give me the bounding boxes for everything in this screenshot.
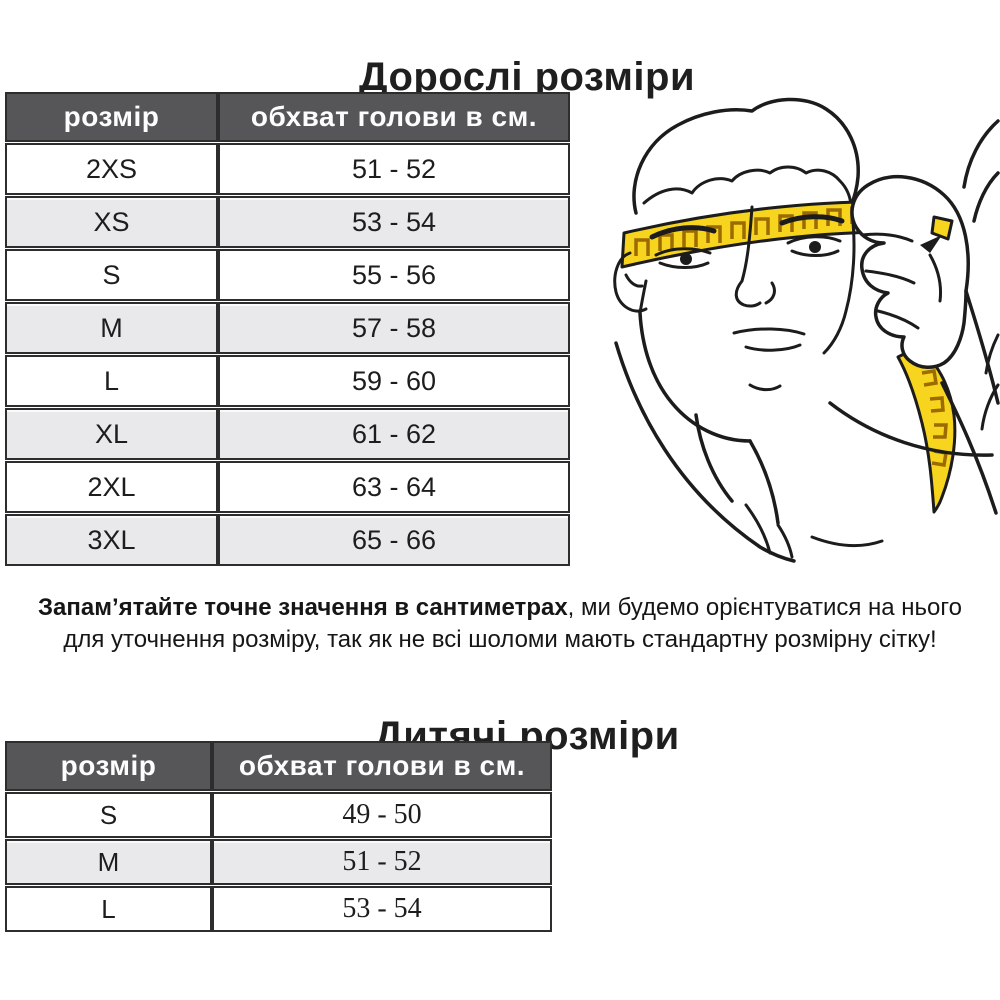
left-shoulder bbox=[614, 341, 796, 563]
chin-crease bbox=[748, 383, 782, 392]
tape-end-pinched bbox=[930, 215, 954, 241]
table-header-row: розмір обхват голови в см. bbox=[5, 92, 570, 142]
range-cell: 55 - 56 bbox=[218, 249, 570, 301]
armpit-fold bbox=[810, 535, 884, 548]
sideburn bbox=[638, 279, 648, 315]
size-cell: M bbox=[5, 839, 212, 885]
man-measuring-head-illustration bbox=[600, 85, 1000, 565]
right-temple-line bbox=[822, 211, 856, 355]
range-cell: 49 - 50 bbox=[212, 792, 552, 838]
header-size: розмір bbox=[5, 741, 212, 791]
size-cell: 2XS bbox=[5, 143, 218, 195]
table-row: S 49 - 50 bbox=[5, 792, 552, 838]
thumb-line bbox=[928, 253, 942, 303]
table-row: S 55 - 56 bbox=[5, 249, 570, 301]
note-bold: Запам’ятайте точне значення в сантиметра… bbox=[38, 594, 568, 621]
finger-lines bbox=[860, 232, 920, 330]
range-cell: 57 - 58 bbox=[218, 302, 570, 354]
thumb-shadow bbox=[920, 235, 942, 253]
table-row: 2XL 63 - 64 bbox=[5, 461, 570, 513]
sleeve-top bbox=[962, 119, 1000, 223]
size-cell: XL bbox=[5, 408, 218, 460]
size-cell: S bbox=[5, 792, 212, 838]
right-shoulder bbox=[828, 401, 994, 457]
size-cell: S bbox=[5, 249, 218, 301]
table-row: M 51 - 52 bbox=[5, 839, 552, 885]
range-cell: 65 - 66 bbox=[218, 514, 570, 566]
forearm-outer bbox=[964, 289, 1000, 405]
size-cell: M bbox=[5, 302, 218, 354]
hairline bbox=[642, 165, 853, 207]
header-circumference: обхват голови в см. bbox=[218, 92, 570, 142]
range-cell: 51 - 52 bbox=[212, 839, 552, 885]
table-row: 3XL 65 - 66 bbox=[5, 514, 570, 566]
nose bbox=[734, 205, 776, 308]
range-cell: 63 - 64 bbox=[218, 461, 570, 513]
table-row: M 57 - 58 bbox=[5, 302, 570, 354]
size-cell: 3XL bbox=[5, 514, 218, 566]
mouth bbox=[732, 327, 806, 352]
neck-front bbox=[748, 439, 780, 525]
range-cell: 53 - 54 bbox=[218, 196, 570, 248]
table-row: XS 53 - 54 bbox=[5, 196, 570, 248]
table-row: XL 61 - 62 bbox=[5, 408, 570, 460]
neck-left bbox=[694, 413, 734, 503]
size-cell: 2XL bbox=[5, 461, 218, 513]
right-eye bbox=[786, 235, 842, 257]
collar bbox=[744, 503, 794, 559]
head-measurement-drawing bbox=[613, 97, 1000, 563]
size-cell: L bbox=[5, 886, 212, 932]
forearm-inner bbox=[940, 381, 998, 515]
note-text: Запам’ятайте точне значення в сантиметра… bbox=[0, 592, 1000, 656]
adult-sizes-title: Дорослі розміри bbox=[358, 54, 696, 99]
jaw-outline bbox=[638, 311, 752, 443]
table-header-row: розмір обхват голови в см. bbox=[5, 741, 552, 791]
hair-outline bbox=[632, 97, 860, 215]
ear-inner bbox=[624, 273, 644, 288]
range-cell: 59 - 60 bbox=[218, 355, 570, 407]
tape-tail-markings bbox=[921, 368, 949, 468]
header-circumference: обхват голови в см. bbox=[212, 741, 552, 791]
sleeve-folds bbox=[980, 333, 1000, 431]
size-cell: XS bbox=[5, 196, 218, 248]
note-line2: для уточнення розміру, так як не всі шол… bbox=[63, 626, 937, 653]
range-cell: 51 - 52 bbox=[218, 143, 570, 195]
ear-outline bbox=[613, 251, 648, 313]
range-cell: 53 - 54 bbox=[212, 886, 552, 932]
note-rest: , ми будемо орієнтуватися на нього bbox=[567, 594, 962, 621]
measuring-tape-tail bbox=[896, 345, 957, 514]
table-row: 2XS 51 - 52 bbox=[5, 143, 570, 195]
adult-size-table: розмір обхват голови в см. 2XS 51 - 52 X… bbox=[5, 91, 570, 567]
left-eyebrow bbox=[649, 225, 717, 240]
left-eye bbox=[654, 247, 712, 269]
right-pupil bbox=[809, 241, 821, 253]
range-cell: 61 - 62 bbox=[218, 408, 570, 460]
left-pupil bbox=[680, 253, 692, 265]
size-cell: L bbox=[5, 355, 218, 407]
header-size: розмір bbox=[5, 92, 218, 142]
right-eyebrow bbox=[779, 214, 845, 226]
table-row: L 59 - 60 bbox=[5, 355, 570, 407]
kids-size-table: розмір обхват голови в см. S 49 - 50 M 5… bbox=[5, 740, 552, 933]
table-row: L 53 - 54 bbox=[5, 886, 552, 932]
